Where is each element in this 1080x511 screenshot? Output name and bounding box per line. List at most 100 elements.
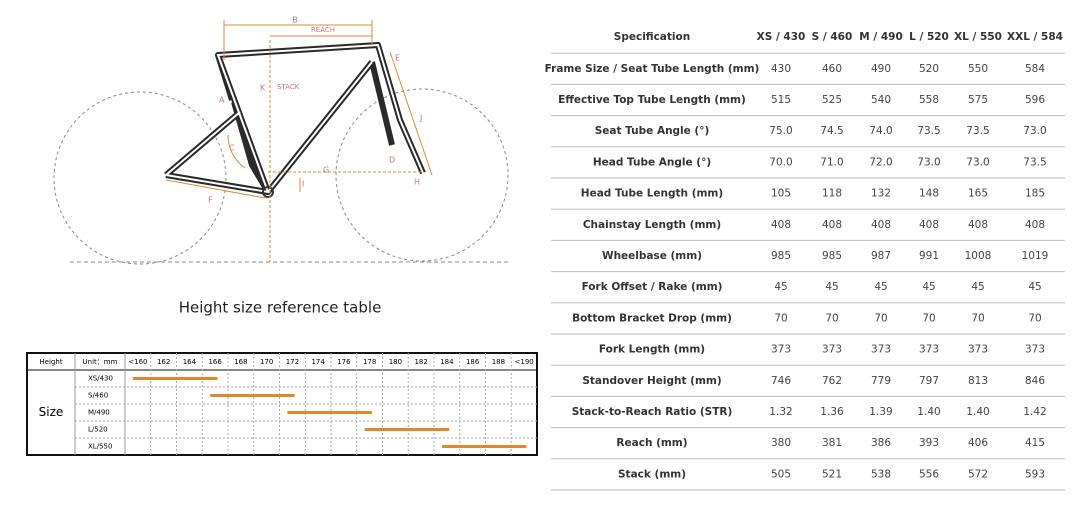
spec-label: Frame Size / Seat Tube Length (mm): [545, 63, 760, 75]
header-cell: 178: [363, 358, 376, 366]
header-cell: <160: [128, 358, 147, 366]
value-cell: 373: [822, 344, 842, 356]
value-cell: 572: [968, 468, 988, 480]
value-cell: 985: [822, 250, 842, 262]
value-cell: 538: [871, 468, 891, 480]
height-table-title: Height size reference table: [179, 299, 382, 317]
value-cell: 70: [825, 312, 838, 324]
value-cell: 45: [774, 281, 787, 293]
spec-label: Effective Top Tube Length (mm): [558, 94, 746, 106]
size-cell: M/490: [88, 409, 110, 417]
header-cell: 174: [311, 358, 325, 366]
value-cell: 408: [919, 219, 939, 231]
header-cell: XS / 430: [757, 31, 806, 43]
dim-label: B: [292, 16, 298, 25]
front-wheel: [335, 88, 509, 262]
dim-label: J: [419, 114, 422, 123]
rear-wheel: [53, 91, 227, 265]
header-cell: 172: [286, 358, 299, 366]
value-cell: 813: [968, 375, 988, 387]
value-cell: 408: [968, 219, 988, 231]
header-cell: 180: [389, 358, 402, 366]
value-cell: 72.0: [869, 156, 892, 168]
value-cell: 1019: [1022, 250, 1049, 262]
value-cell: 593: [1025, 468, 1045, 480]
header-cell: Height: [39, 358, 62, 366]
header-cell: Unit：mm: [83, 358, 118, 366]
header-cell: Specification: [614, 31, 690, 43]
value-cell: 515: [771, 94, 791, 106]
dim-label: D: [389, 156, 395, 165]
spec-label: Bottom Bracket Drop (mm): [572, 312, 732, 324]
value-cell: 75.0: [769, 125, 792, 137]
dim-label: C: [229, 144, 235, 153]
value-cell: 45: [971, 281, 984, 293]
value-cell: 45: [874, 281, 887, 293]
bike-diagram: B REACH A K STACK E J C D G I H F: [53, 16, 510, 265]
value-cell: 373: [771, 344, 791, 356]
header-cell: XL / 550: [954, 31, 1002, 43]
value-cell: 73.5: [917, 125, 940, 137]
value-cell: 70: [874, 312, 887, 324]
bottom-bracket: [262, 186, 274, 198]
value-cell: 779: [871, 375, 891, 387]
value-cell: 165: [968, 188, 988, 200]
size-cell: L/520: [88, 426, 108, 434]
value-cell: 991: [919, 250, 939, 262]
spec-label: Chainstay Length (mm): [583, 219, 721, 231]
header-cell: 182: [414, 358, 427, 366]
value-cell: 74.5: [820, 125, 843, 137]
value-cell: 105: [771, 188, 791, 200]
value-cell: 118: [822, 188, 842, 200]
value-cell: 373: [919, 344, 939, 356]
value-cell: 1.40: [917, 406, 940, 418]
size-cell: XS/430: [88, 375, 113, 383]
height-range-bar: [132, 377, 218, 380]
spec-label: Fork Offset / Rake (mm): [582, 281, 723, 293]
value-cell: 408: [771, 219, 791, 231]
dim-label: G: [323, 166, 329, 175]
value-cell: 73.5: [1023, 156, 1046, 168]
value-cell: 1008: [965, 250, 992, 262]
spec-label: Standover Height (mm): [582, 375, 721, 387]
value-cell: 45: [922, 281, 935, 293]
row-label: Size: [39, 405, 64, 419]
header-cell: 184: [440, 358, 454, 366]
value-cell: 985: [771, 250, 791, 262]
header-cell: <190: [515, 358, 534, 366]
height-range-bar: [364, 428, 450, 431]
size-cell: S/460: [88, 392, 108, 400]
header-cell: 166: [208, 358, 222, 366]
spec-label: Head Tube Length (mm): [581, 188, 723, 200]
value-cell: 70: [971, 312, 984, 324]
spec-label: Reach (mm): [616, 437, 687, 449]
height-range-bar: [441, 445, 527, 448]
value-cell: 373: [871, 344, 891, 356]
spec-label: Head Tube Angle (°): [593, 156, 711, 168]
value-cell: 550: [968, 63, 988, 75]
value-cell: 846: [1025, 375, 1045, 387]
value-cell: 460: [822, 63, 842, 75]
size-cell: XL/550: [88, 443, 112, 451]
header-cell: 168: [234, 358, 247, 366]
dim-label: E: [395, 54, 400, 63]
value-cell: 540: [871, 94, 891, 106]
spec-table: Specification XS / 430 S / 460 M / 490 L / 5…: [545, 31, 1065, 491]
header-cell: L / 520: [909, 31, 949, 43]
value-cell: 556: [919, 468, 939, 480]
dim-label: REACH: [311, 26, 335, 34]
header-cell: S / 460: [812, 31, 853, 43]
value-cell: 393: [919, 437, 939, 449]
header-cell: 176: [337, 358, 351, 366]
header-cell: 186: [466, 358, 480, 366]
header-cell: XXL / 584: [1007, 31, 1063, 43]
value-cell: 596: [1025, 94, 1045, 106]
dim-label: A: [219, 96, 225, 105]
value-cell: 1.36: [820, 406, 844, 418]
header-cell: 188: [492, 358, 505, 366]
value-cell: 185: [1025, 188, 1045, 200]
spec-label: Fork Length (mm): [599, 344, 705, 356]
dim-label: STACK: [277, 83, 300, 91]
dim-label: H: [414, 178, 420, 187]
height-range-bar: [209, 394, 295, 397]
